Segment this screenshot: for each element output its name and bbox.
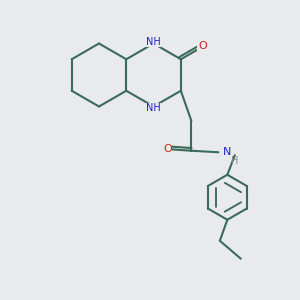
Text: N: N <box>223 147 232 157</box>
Text: NH: NH <box>146 37 161 47</box>
Text: H: H <box>231 156 239 166</box>
Text: O: O <box>198 41 207 52</box>
Text: NH: NH <box>146 103 161 113</box>
Text: O: O <box>163 144 172 154</box>
